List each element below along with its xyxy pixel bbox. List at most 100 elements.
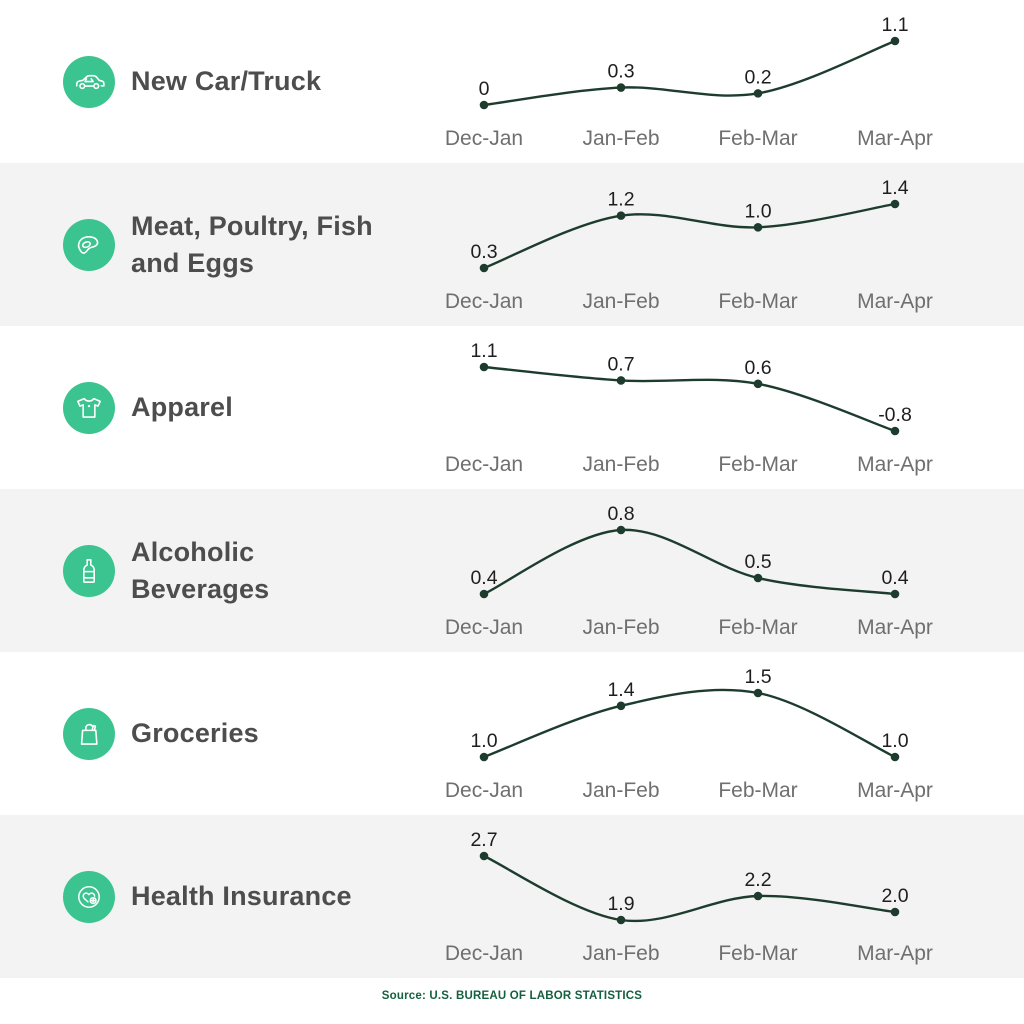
- category-header: Meat, Poultry, Fish and Eggs: [63, 208, 403, 281]
- data-point: [479, 851, 489, 860]
- x-axis-label: Mar-Apr: [857, 779, 933, 802]
- x-axis-label: Jan-Feb: [582, 942, 659, 965]
- category-sparkline-chart: 2.7 Dec-Jan 1.9 Jan-Feb 2.2 Feb-Mar 2.0 Mar-Apr: [420, 822, 980, 972]
- data-point: [890, 426, 900, 435]
- value-label: 2.0: [881, 885, 908, 907]
- data-point: [479, 362, 489, 371]
- data-point: [753, 573, 763, 582]
- value-label: 0.2: [744, 66, 771, 88]
- value-label: 0: [479, 78, 490, 100]
- x-axis-label: Feb-Mar: [718, 779, 797, 802]
- trend-line: [483, 202, 896, 269]
- category-header: Apparel: [63, 381, 403, 434]
- category-row: Apparel 1.1 Dec-Jan 0.7 Jan-Feb 0.6 Feb-Mar -0…: [0, 326, 1024, 489]
- x-axis-label: Feb-Mar: [718, 290, 797, 313]
- value-label: 0.4: [470, 567, 497, 589]
- data-point: [890, 589, 900, 598]
- category-label: Apparel: [131, 392, 233, 423]
- data-point: [890, 907, 900, 916]
- x-axis-label: Dec-Jan: [445, 453, 523, 476]
- value-label: 2.7: [470, 829, 497, 851]
- tshirt-icon: [63, 381, 115, 434]
- data-point: [890, 752, 900, 761]
- trend-line: [483, 365, 896, 432]
- value-label: 1.0: [881, 730, 908, 752]
- x-axis-label: Feb-Mar: [718, 616, 797, 639]
- data-point: [616, 915, 626, 924]
- category-sparkline-chart: 1.0 Dec-Jan 1.4 Jan-Feb 1.5 Feb-Mar 1.0 Mar-Apr: [420, 659, 980, 809]
- value-label: 1.2: [607, 188, 634, 210]
- trend-line: [483, 688, 896, 758]
- data-point: [479, 752, 489, 761]
- data-point: [616, 701, 626, 710]
- category-sparkline-chart: 0.3 Dec-Jan 1.2 Jan-Feb 1.0 Feb-Mar 1.4 Mar-Apr: [420, 170, 980, 320]
- x-axis-label: Dec-Jan: [445, 290, 523, 313]
- data-point: [753, 688, 763, 697]
- value-label: 1.4: [607, 678, 634, 700]
- data-point: [616, 375, 626, 385]
- value-label: 0.5: [744, 551, 771, 573]
- meat-icon: [63, 218, 115, 271]
- x-axis-label: Jan-Feb: [582, 290, 659, 313]
- x-axis-label: Feb-Mar: [718, 453, 797, 476]
- x-axis-label: Dec-Jan: [445, 779, 523, 802]
- data-point: [890, 199, 900, 208]
- x-axis-label: Mar-Apr: [857, 127, 933, 150]
- data-point: [479, 589, 489, 598]
- category-label: Health Insurance: [131, 881, 352, 912]
- x-axis-label: Feb-Mar: [718, 127, 797, 150]
- data-point: [890, 36, 900, 45]
- bag-icon: [63, 707, 115, 760]
- footer: Source: U.S. BUREAU OF LABOR STATISTICS: [0, 978, 1024, 1024]
- x-axis-label: Jan-Feb: [582, 779, 659, 802]
- category-sparkline-chart: 0 Dec-Jan 0.3 Jan-Feb 0.2 Feb-Mar 1.1 Mar-Apr: [420, 7, 980, 157]
- x-axis-label: Jan-Feb: [582, 453, 659, 476]
- value-label: 1.5: [744, 666, 771, 688]
- category-header: Alcoholic Beverages: [63, 534, 403, 607]
- value-label: 1.0: [744, 200, 771, 222]
- car-icon: [63, 55, 115, 108]
- value-label: 0.3: [470, 241, 497, 263]
- category-row: New Car/Truck 0 Dec-Jan 0.3 Jan-Feb 0.2 Feb-M…: [0, 0, 1024, 163]
- data-point: [753, 891, 763, 900]
- x-axis-label: Mar-Apr: [857, 453, 933, 476]
- value-label: 1.1: [470, 340, 497, 362]
- value-label: 0.4: [881, 567, 908, 589]
- trend-line: [483, 528, 896, 595]
- x-axis-label: Mar-Apr: [857, 942, 933, 965]
- x-axis-label: Mar-Apr: [857, 616, 933, 639]
- data-point: [616, 525, 626, 534]
- category-header: Groceries: [63, 707, 403, 760]
- value-label: -0.8: [878, 404, 912, 426]
- category-row: Groceries 1.0 Dec-Jan 1.4 Jan-Feb 1.5 Feb-Mar…: [0, 652, 1024, 815]
- health-icon: [63, 870, 115, 923]
- data-point: [753, 88, 763, 98]
- category-label: Groceries: [131, 718, 259, 749]
- trend-line: [483, 854, 896, 922]
- x-axis-label: Dec-Jan: [445, 942, 523, 965]
- value-label: 1.1: [881, 14, 908, 36]
- category-header: Health Insurance: [63, 870, 403, 923]
- category-sparkline-chart: 1.1 Dec-Jan 0.7 Jan-Feb 0.6 Feb-Mar -0.8 Mar-Ap…: [420, 333, 980, 483]
- category-header: New Car/Truck: [63, 55, 403, 108]
- category-label: New Car/Truck: [131, 66, 322, 97]
- data-point: [753, 222, 763, 232]
- x-axis-label: Mar-Apr: [857, 290, 933, 313]
- category-label: Meat, Poultry, Fish and Eggs: [131, 211, 373, 278]
- value-label: 0.7: [607, 353, 634, 375]
- x-axis-label: Dec-Jan: [445, 616, 523, 639]
- source-attribution: Source: U.S. BUREAU OF LABOR STATISTICS: [381, 990, 643, 1002]
- x-axis-label: Feb-Mar: [718, 942, 797, 965]
- category-row: Alcoholic Beverages 0.4 Dec-Jan 0.8 Jan-Feb…: [0, 489, 1024, 652]
- data-point: [479, 100, 489, 109]
- value-label: 1.9: [607, 893, 634, 915]
- data-point: [616, 210, 626, 220]
- data-point: [479, 263, 489, 272]
- data-point: [753, 379, 763, 388]
- value-label: 1.4: [881, 177, 908, 199]
- value-label: 2.2: [744, 869, 771, 891]
- category-row: Meat, Poultry, Fish and Eggs 0.3 Dec-Jan 1…: [0, 163, 1024, 326]
- category-sparkline-chart: 0.4 Dec-Jan 0.8 Jan-Feb 0.5 Feb-Mar 0.4 Mar-Apr: [420, 496, 980, 646]
- trend-line: [483, 39, 896, 106]
